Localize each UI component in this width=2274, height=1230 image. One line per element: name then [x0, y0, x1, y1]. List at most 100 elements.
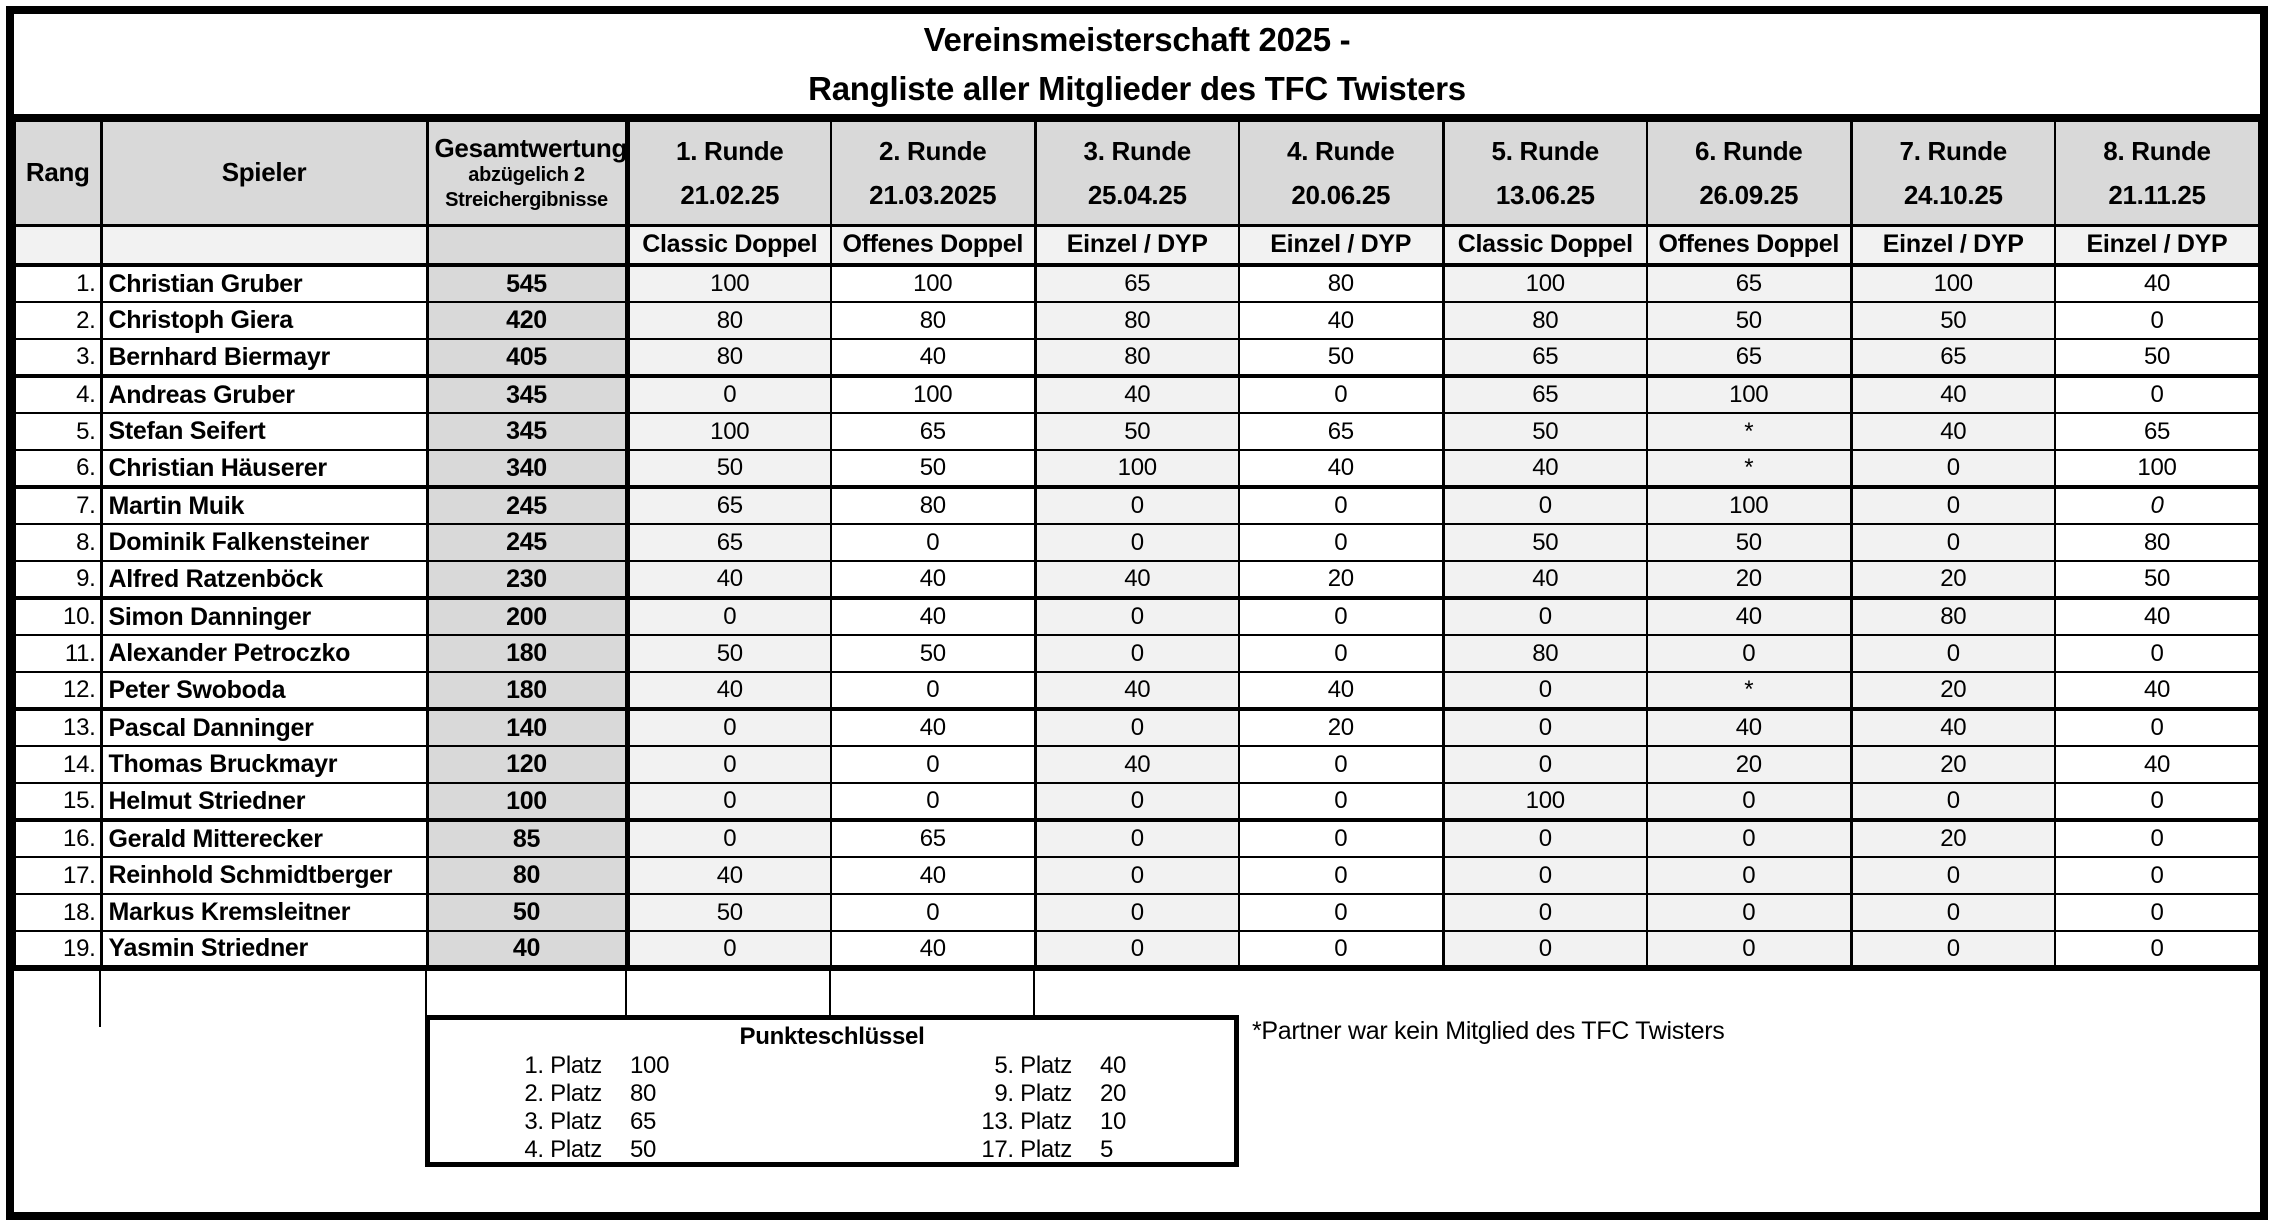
score-cell: 40	[830, 560, 1037, 600]
player-name-cell: Christoph Giera	[100, 301, 429, 340]
score-cell: 20	[1238, 708, 1445, 747]
score-cell: 0	[1442, 930, 1648, 969]
table-row: 7. Martin Muik 245 65 80 0 0 0 100 0 0	[14, 486, 2260, 525]
round-name: 5. Runde	[1491, 135, 1600, 166]
score-cell: 40	[1238, 449, 1445, 489]
table-row: 1. Christian Gruber 545 100 100 65 80 100 65 100 4…	[14, 264, 2260, 303]
score-cell: 20	[1850, 745, 2056, 784]
round-header-cell: 6. Runde 26.09.25	[1646, 120, 1853, 227]
points-key-value: 80	[630, 1080, 657, 1107]
total-score-cell: 340	[426, 449, 630, 489]
rank-cell: 4.	[14, 375, 103, 414]
table-row: 2. Christoph Giera 420 80 80 80 40 80 50 50 0	[14, 301, 2260, 340]
score-cell: 0	[1646, 930, 1853, 969]
footer-area: Punkteschlüssel 1. Platz 100 5. Platz 40 2. …	[14, 971, 2260, 1212]
round-date: 26.09.25	[1699, 179, 1799, 210]
score-cell: 40	[1442, 560, 1648, 600]
round-name: 4. Runde	[1287, 135, 1395, 166]
player-name-cell: Martin Muik	[100, 486, 429, 525]
round-type-cell: Einzel / DYP	[1850, 223, 2056, 267]
score-cell: 0	[1646, 893, 1853, 932]
round-type-cell: Einzel / DYP	[1238, 223, 1445, 267]
rank-cell: 7.	[14, 486, 103, 525]
player-name-cell: Helmut Striedner	[100, 782, 429, 822]
points-key-value: 20	[1100, 1080, 1127, 1107]
score-cell: 0	[2054, 708, 2260, 747]
score-cell: 0	[2054, 856, 2260, 895]
score-cell: 40	[1238, 301, 1445, 340]
round-header-cell: 5. Runde 13.06.25	[1442, 120, 1648, 227]
score-cell: 65	[626, 523, 832, 562]
table-row: 11. Alexander Petroczko 180 50 50 0 0 80 0 0 0	[14, 634, 2260, 673]
score-cell: 65	[1850, 338, 2056, 378]
total-score-cell: 345	[426, 412, 630, 451]
score-cell: 0	[2054, 893, 2260, 932]
total-header-line1: Gesamtwertung	[434, 132, 627, 163]
score-cell: 0	[1238, 486, 1445, 525]
score-cell: 100	[2054, 449, 2260, 489]
table-row: 8. Dominik Falkensteiner 245 65 0 0 0 50 50 0 80	[14, 523, 2260, 562]
rank-cell: 6.	[14, 449, 103, 489]
score-cell: 0	[1850, 449, 2056, 489]
round-name: 1. Runde	[676, 135, 784, 166]
score-cell: 100	[1442, 264, 1648, 303]
points-key-place: 3. Platz	[524, 1108, 602, 1135]
total-score-cell: 85	[426, 819, 630, 858]
points-key-grid: 1. Platz 100 5. Platz 40 2. Platz 80 9. Platz 2…	[430, 1052, 1234, 1164]
player-name-cell: Peter Swoboda	[100, 671, 429, 711]
partner-footnote: *Partner war kein Mitglied des TFC Twist…	[1252, 1017, 1725, 1045]
score-cell: 0	[1442, 819, 1648, 858]
table-row: 3. Bernhard Biermayr 405 80 40 80 50 65 65 65 50	[14, 338, 2260, 378]
score-cell: 50	[1850, 301, 2056, 340]
table-row: 4. Andreas Gruber 345 0 100 40 0 65 100 40 0	[14, 375, 2260, 414]
total-score-cell: 180	[426, 671, 630, 711]
score-cell: 65	[1646, 264, 1853, 303]
header-row: Rang Spieler Gesamtwertung abzügelich 2 …	[14, 120, 2260, 227]
score-cell: 0	[1442, 486, 1648, 525]
grid-line	[625, 971, 627, 1017]
score-cell: 0	[2054, 819, 2260, 858]
score-cell: 50	[1442, 523, 1648, 562]
sheet-title: Vereinsmeisterschaft 2025 - Rangliste al…	[14, 14, 2260, 120]
round-name: 7. Runde	[1899, 135, 2008, 166]
round-type-cell: Classic Doppel	[1442, 223, 1648, 267]
rank-cell: 17.	[14, 856, 103, 895]
points-key-place: 2. Platz	[524, 1080, 602, 1107]
score-cell: 0	[830, 671, 1037, 711]
ranking-sheet: Vereinsmeisterschaft 2025 - Rangliste al…	[6, 6, 2268, 1220]
round-date: 21.03.2025	[869, 179, 997, 210]
rank-cell: 15.	[14, 782, 103, 822]
score-cell: 80	[1238, 264, 1445, 303]
score-cell: 0	[1034, 597, 1240, 636]
player-name-cell: Markus Kremsleitner	[100, 893, 429, 932]
round-name: 8. Runde	[2103, 135, 2211, 166]
score-cell: 100	[1850, 264, 2056, 303]
player-name-cell: Alfred Ratzenböck	[100, 560, 429, 600]
total-score-cell: 345	[426, 375, 630, 414]
total-score-cell: 80	[426, 856, 630, 895]
score-cell: 80	[1034, 301, 1240, 340]
score-cell: 0	[1442, 856, 1648, 895]
score-cell: 40	[830, 597, 1037, 636]
rank-cell: 11.	[14, 634, 103, 673]
score-cell: 40	[2054, 264, 2260, 303]
player-name-cell: Bernhard Biermayr	[100, 338, 429, 378]
total-header-line3: Streichergibnisse	[445, 188, 608, 211]
score-cell: 0	[1034, 634, 1240, 673]
table-row: 18. Markus Kremsleitner 50 50 0 0 0 0 0 0 0	[14, 893, 2260, 932]
round-type-cell: Offenes Doppel	[1646, 223, 1853, 267]
score-cell: 40	[1646, 597, 1853, 636]
score-cell: 65	[1442, 338, 1648, 378]
score-cell: 0	[2054, 634, 2260, 673]
score-cell: 0	[626, 597, 832, 636]
rank-cell: 1.	[14, 264, 103, 303]
points-key-value: 10	[1100, 1108, 1127, 1135]
score-cell: 50	[1646, 301, 1853, 340]
score-cell: 40	[626, 560, 832, 600]
score-cell: 0	[1850, 893, 2056, 932]
score-cell: 0	[1238, 856, 1445, 895]
score-cell: 40	[830, 338, 1037, 378]
score-cell: 80	[2054, 523, 2260, 562]
table-row: 6. Christian Häuserer 340 50 50 100 40 40 * 0 100	[14, 449, 2260, 489]
score-cell: 40	[1034, 560, 1240, 600]
